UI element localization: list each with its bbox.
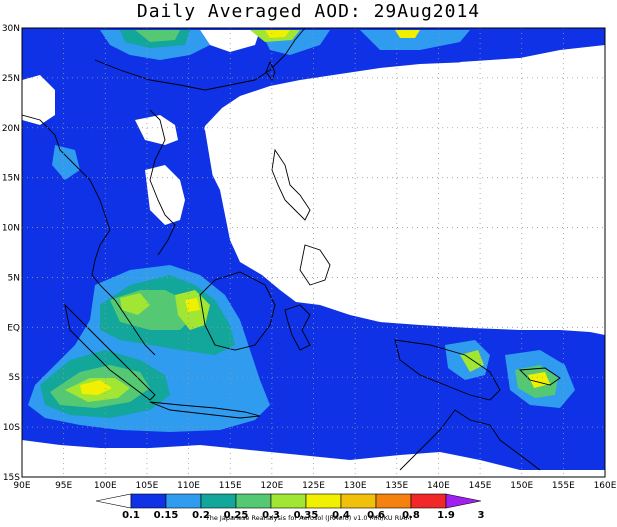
coastlines: [22, 28, 561, 471]
lon-tick-label: 90E: [13, 481, 30, 491]
lat-tick-label: 10S: [3, 423, 20, 433]
lon-tick-label: 120E: [260, 481, 283, 491]
aod-region-03-north: [135, 30, 180, 42]
lat-lon-grid: [22, 28, 605, 477]
aod-clear-7: [200, 30, 260, 52]
lon-tick-label: 150E: [510, 481, 533, 491]
coast-taiwan: [265, 60, 276, 81]
colorbar-segment: [340, 493, 377, 509]
colorbar-segment: [235, 493, 272, 509]
lat-tick-label: EQ: [7, 323, 20, 333]
colorbar-label: 1.9: [437, 510, 455, 521]
aod-region-04-ne: [395, 30, 420, 38]
aod-region-035-mid: [120, 293, 150, 315]
coast-vietnam: [149, 109, 176, 256]
colorbar-segment: [200, 493, 237, 509]
colorbar-label: 0.3: [262, 510, 280, 521]
coast-borneo: [199, 271, 276, 351]
aod-field: [22, 28, 605, 477]
aod-region-04-north: [265, 30, 290, 38]
coast-china: [94, 28, 306, 91]
coast-sulawesi: [284, 304, 311, 351]
lon-tick-label: 140E: [427, 481, 450, 491]
coast-luzon: [271, 148, 311, 221]
credit-line: The Japanese Reanalysis for Aerosol (JRA…: [205, 514, 412, 522]
lat-tick-label: 20N: [2, 124, 20, 134]
colorbar-label: 0.8: [402, 510, 420, 521]
colorbar-segment: [410, 493, 447, 509]
lon-tick-label: 145E: [469, 481, 492, 491]
aod-region-02-ne: [360, 30, 470, 50]
colorbar-segment: [95, 493, 132, 509]
lon-tick-label: 160E: [594, 481, 617, 491]
latitude-tick-labels: 15S 10S 5S EQ 5N 10N 15N 20N 25N 30N: [2, 24, 20, 483]
aod-clear-3: [22, 75, 55, 125]
colorbar-label: 0.4: [332, 510, 350, 521]
lon-tick-label: 115E: [219, 481, 242, 491]
colorbar-label: 0.2: [192, 510, 210, 521]
aod-region-015-mid: [22, 110, 220, 310]
lat-tick-label: 25N: [2, 74, 20, 84]
colorbar-segment: [165, 493, 202, 509]
colorbar-segment: [375, 493, 412, 509]
map-title: Daily Averaged AOD: 29Aug2014: [136, 1, 481, 22]
lon-tick-label: 130E: [344, 481, 367, 491]
lat-tick-label: 5N: [8, 273, 20, 283]
colorbar-label: 0.15: [154, 510, 179, 521]
aod-region-04-sw: [80, 380, 112, 395]
lat-tick-label: 30N: [2, 24, 20, 34]
coast-newguinea: [394, 339, 501, 401]
coast-java: [149, 401, 261, 419]
lon-tick-label: 110E: [177, 481, 200, 491]
colorbar-label: 0.25: [224, 510, 249, 521]
colorbar-label: 0.6: [367, 510, 385, 521]
aod-clear-1: [135, 115, 178, 145]
colorbar-segment: [130, 493, 167, 509]
aod-clear-4: [245, 120, 340, 290]
coast-indochina: [22, 114, 156, 356]
aod-region-02-bay: [52, 145, 80, 180]
lon-tick-label: 95E: [55, 481, 72, 491]
lon-tick-label: 100E: [94, 481, 117, 491]
coast-mindanao: [299, 244, 331, 286]
lon-tick-label: 105E: [135, 481, 158, 491]
colorbar-segment: [445, 493, 482, 509]
longitude-tick-labels: 90E 95E 100E 105E 110E 115E 120E 125E 130E 135E 14…: [13, 481, 616, 491]
colorbar-label: 0.1: [122, 510, 140, 521]
lon-tick-label: 125E: [302, 481, 325, 491]
aod-clear-8: [460, 58, 530, 90]
map-frame: [21, 27, 606, 478]
colorbar-label: 0.35: [294, 510, 319, 521]
coast-sumatra: [64, 303, 156, 401]
coast-newbritain: [518, 367, 561, 386]
lon-tick-label: 155E: [552, 481, 575, 491]
aod-clear-6: [22, 460, 605, 477]
aod-clear-5: [340, 95, 605, 320]
colorbar-segment: [305, 493, 342, 509]
lat-tick-label: 10N: [2, 224, 20, 234]
lon-tick-label: 135E: [385, 481, 408, 491]
lat-tick-label: 15N: [2, 174, 20, 184]
aod-clear-2: [145, 165, 185, 225]
coast-australia: [399, 409, 541, 471]
colorbar-label: 3: [478, 510, 485, 521]
lat-tick-label: 15S: [3, 473, 20, 483]
colorbar: 0.1 0.15 0.2 0.25 0.3 0.35 0.4 0.6 0.8 1.9 3: [95, 493, 485, 521]
lat-tick-label: 5S: [9, 373, 21, 383]
colorbar-segment: [270, 493, 307, 509]
